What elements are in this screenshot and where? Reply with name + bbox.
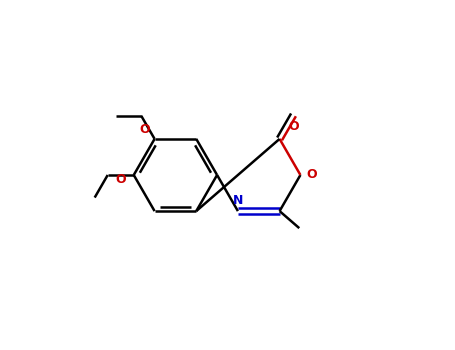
- Text: O: O: [116, 173, 126, 186]
- Text: N: N: [233, 194, 243, 207]
- Text: O: O: [288, 120, 299, 133]
- Text: O: O: [139, 123, 150, 136]
- Text: O: O: [307, 168, 317, 182]
